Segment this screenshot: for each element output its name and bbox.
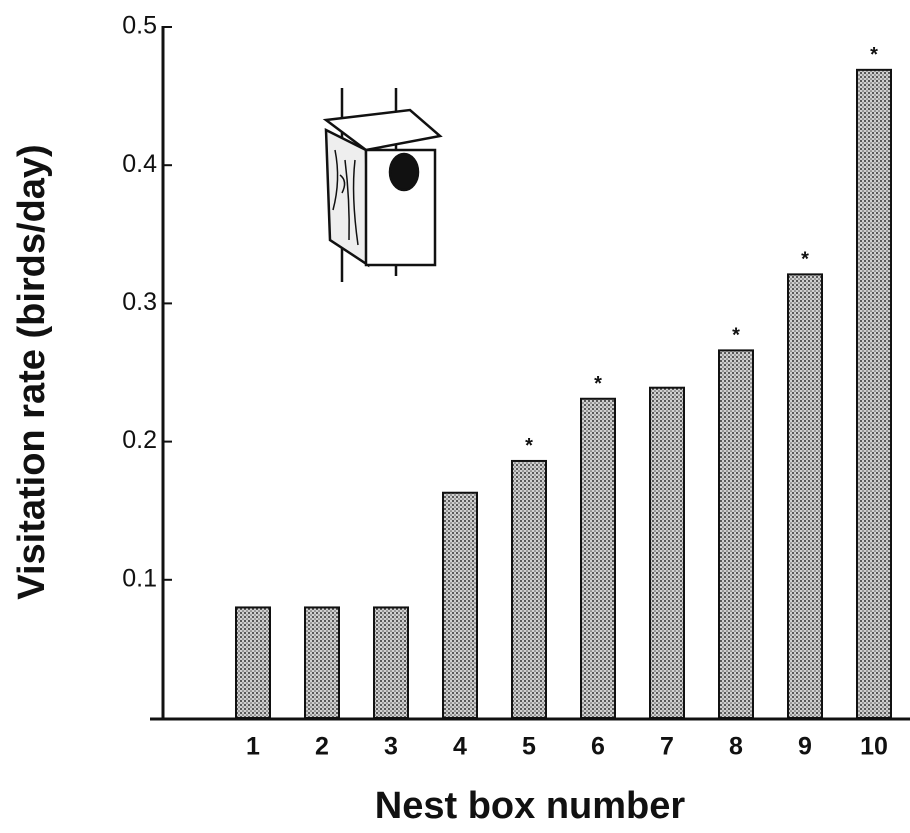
bar: [719, 350, 753, 718]
y-tick-label: 0.3: [122, 288, 157, 316]
significance-marker: *: [732, 325, 740, 347]
x-tick-label: 4: [453, 733, 467, 761]
y-tick-label: 0.1: [122, 564, 157, 592]
significance-marker: *: [594, 373, 602, 395]
x-tick-label: 9: [798, 733, 812, 761]
y-tick-label: 0.5: [122, 12, 157, 40]
bar: [374, 607, 408, 718]
significance-marker: *: [801, 249, 809, 271]
bar: [650, 388, 684, 718]
x-tick-label: 7: [660, 733, 674, 761]
bar: [581, 399, 615, 718]
bar: [857, 70, 891, 718]
birdhouse-illustration: [326, 88, 440, 282]
x-tick-label: 10: [860, 733, 888, 761]
bar: [512, 461, 546, 718]
bar: [788, 274, 822, 718]
x-axis-label: Nest box number: [375, 785, 686, 827]
x-tick-label: 3: [384, 733, 398, 761]
y-axis-label: Visitation rate (birds/day): [11, 144, 53, 599]
chart: Visitation rate (birds/day) Nest box num…: [0, 0, 910, 833]
x-tick-label: 1: [246, 733, 260, 761]
bar: [305, 607, 339, 718]
significance-marker: *: [870, 44, 878, 66]
y-tick-label: 0.2: [122, 426, 157, 454]
bar: [236, 607, 270, 718]
significance-marker: *: [525, 435, 533, 457]
x-tick-label: 8: [729, 733, 743, 761]
x-tick-label: 6: [591, 733, 605, 761]
x-tick-label: 2: [315, 733, 329, 761]
y-tick-label: 0.4: [122, 150, 157, 178]
bar: [443, 493, 477, 718]
x-tick-label: 5: [522, 733, 536, 761]
